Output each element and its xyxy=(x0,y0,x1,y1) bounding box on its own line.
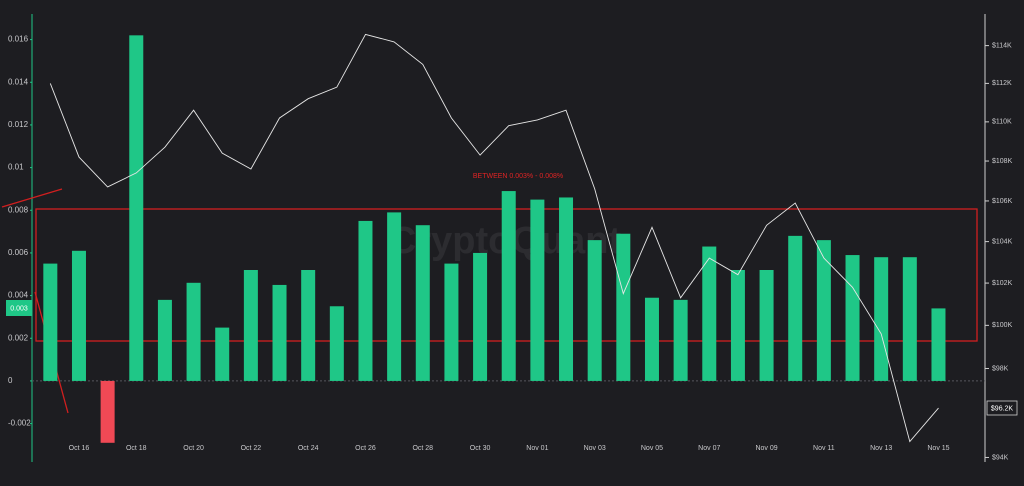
y2-tick-label: $102K xyxy=(992,280,1013,287)
bar xyxy=(845,255,860,381)
y2-tick-label: $112K xyxy=(992,80,1012,87)
arrow xyxy=(1,188,63,208)
bar xyxy=(329,306,344,381)
bar xyxy=(759,270,774,381)
bar xyxy=(444,263,459,381)
bar xyxy=(673,299,688,381)
x-tick-label: Oct 28 xyxy=(412,445,433,452)
bar xyxy=(644,297,659,381)
bar xyxy=(415,225,430,381)
y2-tick-label: $114K xyxy=(992,42,1012,49)
bar xyxy=(243,270,258,381)
x-tick-label: Oct 22 xyxy=(241,445,262,452)
x-tick-label: Nov 11 xyxy=(813,445,835,452)
y2-tick-label: $98K xyxy=(992,365,1009,372)
y-tick-label: 0.008 xyxy=(8,205,29,214)
y-tick-label: 0.004 xyxy=(8,291,29,300)
axis-tag-box xyxy=(6,300,32,316)
x-tick-label: Nov 13 xyxy=(870,445,892,452)
price-tag-box xyxy=(986,400,1018,416)
x-tick-label: Nov 05 xyxy=(641,445,663,452)
x-tick-label: Oct 18 xyxy=(126,445,147,452)
bar xyxy=(931,308,946,381)
bar xyxy=(358,220,373,381)
annotation: BETWEEN 0.003% - 0.008% xyxy=(473,173,563,180)
price-line xyxy=(49,33,939,443)
y2-tick-label: $106K xyxy=(992,198,1013,205)
y-tick-label: 0.006 xyxy=(8,248,29,257)
bar xyxy=(730,270,745,381)
bar xyxy=(788,235,803,381)
bar xyxy=(473,252,488,381)
bar xyxy=(559,197,574,381)
bar xyxy=(301,270,316,381)
y2-tick-label: $108K xyxy=(992,158,1013,165)
bar xyxy=(902,257,917,381)
y-tick-label: 0 xyxy=(8,376,13,385)
bar xyxy=(816,240,831,381)
y2-tick-label: $104K xyxy=(992,238,1013,245)
plot: -0.002 0 0.002 0.004 0.006 0.008 0.01 0.012 0.01… xyxy=(8,33,1013,461)
y-tick-label: 0.002 xyxy=(8,333,29,342)
bar xyxy=(71,250,86,381)
x-tick-label: Oct 30 xyxy=(470,445,491,452)
bar xyxy=(186,282,201,381)
y-tick-label: 0.016 xyxy=(8,35,29,44)
bar xyxy=(874,257,889,381)
bar xyxy=(100,380,115,443)
bar xyxy=(129,35,144,381)
y-tick-label: 0.012 xyxy=(8,120,29,129)
y2-tick-label: $94K xyxy=(992,454,1009,461)
x-tick-label: Nov 09 xyxy=(755,445,777,452)
x-tick-label: Nov 01 xyxy=(526,445,548,452)
y-tick-label: 0.014 xyxy=(8,77,29,86)
price-tag: $96.2K xyxy=(991,405,1014,412)
bar xyxy=(587,240,602,381)
x-tick-label: Nov 03 xyxy=(584,445,606,452)
bar xyxy=(530,199,545,381)
y2-tick-label: $110K xyxy=(992,119,1012,126)
x-tick-label: Oct 20 xyxy=(183,445,204,452)
bar xyxy=(43,263,58,381)
bar xyxy=(616,233,631,381)
bar xyxy=(215,327,230,381)
bar xyxy=(702,246,717,381)
x-tick-label: Oct 26 xyxy=(355,445,376,452)
x-tick-label: Nov 15 xyxy=(927,445,949,452)
x-tick-label: Oct 16 xyxy=(69,445,90,452)
y-tick-label: -0.002 xyxy=(8,419,31,428)
y2-tick-label: $100K xyxy=(992,322,1013,329)
x-tick-label: Oct 24 xyxy=(298,445,319,452)
bar xyxy=(157,299,172,381)
x-tick-label: Nov 07 xyxy=(698,445,720,452)
bar xyxy=(501,191,516,381)
bar xyxy=(387,212,402,381)
bar xyxy=(272,284,287,381)
y-tick-label: 0.01 xyxy=(8,163,24,172)
axis-tag: 0.003 xyxy=(10,305,28,312)
